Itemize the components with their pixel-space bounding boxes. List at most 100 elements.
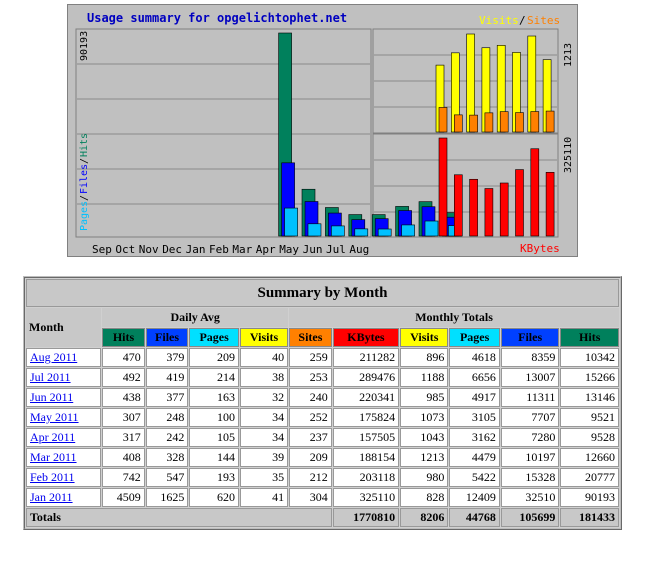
month-cell: Feb 2011 xyxy=(26,468,102,487)
cell-hits: 13146 xyxy=(560,388,619,407)
table-row: May 2011 307 248 100 34 252 175824 1073 3105 7707… xyxy=(26,408,619,427)
bar-kbytes xyxy=(453,174,463,237)
month-cell: Apr 2011 xyxy=(26,428,102,447)
cell-files: 11311 xyxy=(500,388,560,407)
table-row: Jul 2011 492 419 214 38 253 289476 1188 6656 1300… xyxy=(26,368,619,387)
cell-hits: 9521 xyxy=(560,408,619,427)
cell-pages: 3105 xyxy=(449,408,500,427)
bar-sites xyxy=(530,111,540,133)
cell-visits: 1213 xyxy=(400,448,449,467)
month-link[interactable]: Jan 2011 xyxy=(30,490,73,504)
max-hits-label: 90193 xyxy=(79,31,90,61)
max-visits-label: 1213 xyxy=(563,43,574,67)
col-visits: Visits xyxy=(400,328,449,347)
legend-kbytes: KBytes xyxy=(520,242,560,255)
cell-pages: 5422 xyxy=(449,468,500,487)
bar-kbytes xyxy=(469,178,478,237)
bar-pages xyxy=(284,207,298,237)
cell-daily-visits: 34 xyxy=(239,408,289,427)
cell-kbytes: 203118 xyxy=(332,468,400,487)
cell-daily-pages: 193 xyxy=(189,468,239,487)
cell-hits: 20777 xyxy=(560,468,619,487)
cell-visits: 985 xyxy=(400,388,449,407)
axis-label-files: Files xyxy=(79,164,90,194)
bar-sites xyxy=(453,114,463,133)
month-cell: Mar 2011 xyxy=(26,448,102,467)
month-link[interactable]: Jul 2011 xyxy=(30,370,71,384)
left-axis-legend: Pages / Files / Hits xyxy=(79,133,90,231)
daily-avg-header: Daily Avg xyxy=(102,308,289,327)
month-link[interactable]: Aug 2011 xyxy=(30,350,78,364)
month-link[interactable]: Apr 2011 xyxy=(30,430,76,444)
axis-label-pages: Pages xyxy=(79,201,90,231)
cell-daily-visits: 35 xyxy=(239,468,289,487)
cell-sites: 252 xyxy=(289,408,332,427)
month-label: May xyxy=(279,243,299,256)
col-hits: Hits xyxy=(560,328,619,347)
summary-by-month-table: Summary by Month Month Daily Avg Monthly… xyxy=(23,276,622,530)
usage-chart-svg: Usage summary for opgelichtophet.net Vis… xyxy=(75,11,574,256)
cell-hits: 15266 xyxy=(560,368,619,387)
bar-sites xyxy=(499,111,509,133)
col-sites: Sites xyxy=(289,328,332,347)
bar-sites xyxy=(545,110,555,133)
bar-pages xyxy=(307,223,322,237)
cell-daily-hits: 438 xyxy=(102,388,145,407)
col-daily-hits: Hits xyxy=(102,328,145,347)
cell-sites: 253 xyxy=(289,368,332,387)
table-row: Jun 2011 438 377 163 32 240 220341 985 4917 11311… xyxy=(26,388,619,407)
bar-pages xyxy=(377,228,392,237)
month-label: Oct xyxy=(115,243,135,256)
bar-sites xyxy=(469,114,478,133)
cell-daily-hits: 408 xyxy=(102,448,145,467)
month-header: Month xyxy=(26,308,102,347)
cell-sites: 212 xyxy=(289,468,332,487)
month-label: Jan xyxy=(186,243,206,256)
cell-files: 8359 xyxy=(500,348,560,367)
cell-daily-pages: 620 xyxy=(189,488,239,507)
cell-daily-files: 419 xyxy=(145,368,189,387)
cell-daily-hits: 470 xyxy=(102,348,145,367)
month-link[interactable]: Jun 2011 xyxy=(30,390,74,404)
cell-daily-pages: 144 xyxy=(189,448,239,467)
axis-sep-1: / xyxy=(79,195,90,201)
cell-daily-files: 379 xyxy=(145,348,189,367)
totals-hits: 181433 xyxy=(560,508,619,527)
month-label: Dec xyxy=(162,243,182,256)
month-label: Aug xyxy=(349,243,369,256)
cell-daily-hits: 317 xyxy=(102,428,145,447)
table-title: Summary by Month xyxy=(26,279,619,307)
cell-sites: 304 xyxy=(289,488,332,507)
month-link[interactable]: Feb 2011 xyxy=(30,470,75,484)
cell-hits: 90193 xyxy=(560,488,619,507)
cell-visits: 1073 xyxy=(400,408,449,427)
bar-kbytes xyxy=(530,148,540,237)
cell-files: 13007 xyxy=(500,368,560,387)
cell-daily-files: 1625 xyxy=(145,488,189,507)
cell-daily-hits: 742 xyxy=(102,468,145,487)
cell-pages: 12409 xyxy=(449,488,500,507)
cell-daily-hits: 492 xyxy=(102,368,145,387)
cell-files: 10197 xyxy=(500,448,560,467)
bar-kbytes xyxy=(499,182,509,237)
month-link[interactable]: May 2011 xyxy=(30,410,79,424)
table-row: Apr 2011 317 242 105 34 237 157505 1043 3162 7280… xyxy=(26,428,619,447)
chart-title: Usage summary for opgelichtophet.net xyxy=(87,11,347,25)
cell-kbytes: 289476 xyxy=(332,368,400,387)
cell-pages: 6656 xyxy=(449,368,500,387)
cell-daily-visits: 34 xyxy=(239,428,289,447)
monthly-totals-header: Monthly Totals xyxy=(289,308,619,327)
bar-pages xyxy=(354,228,369,237)
cell-visits: 896 xyxy=(400,348,449,367)
col-files: Files xyxy=(500,328,560,347)
cell-visits: 1043 xyxy=(400,428,449,447)
month-link[interactable]: Mar 2011 xyxy=(30,450,77,464)
cell-daily-pages: 209 xyxy=(189,348,239,367)
cell-files: 7707 xyxy=(500,408,560,427)
cell-files: 7280 xyxy=(500,428,560,447)
bar-kbytes xyxy=(515,169,524,237)
bar-pages xyxy=(331,225,345,237)
cell-kbytes: 188154 xyxy=(332,448,400,467)
bar-sites xyxy=(515,112,524,133)
cell-hits: 9528 xyxy=(560,428,619,447)
